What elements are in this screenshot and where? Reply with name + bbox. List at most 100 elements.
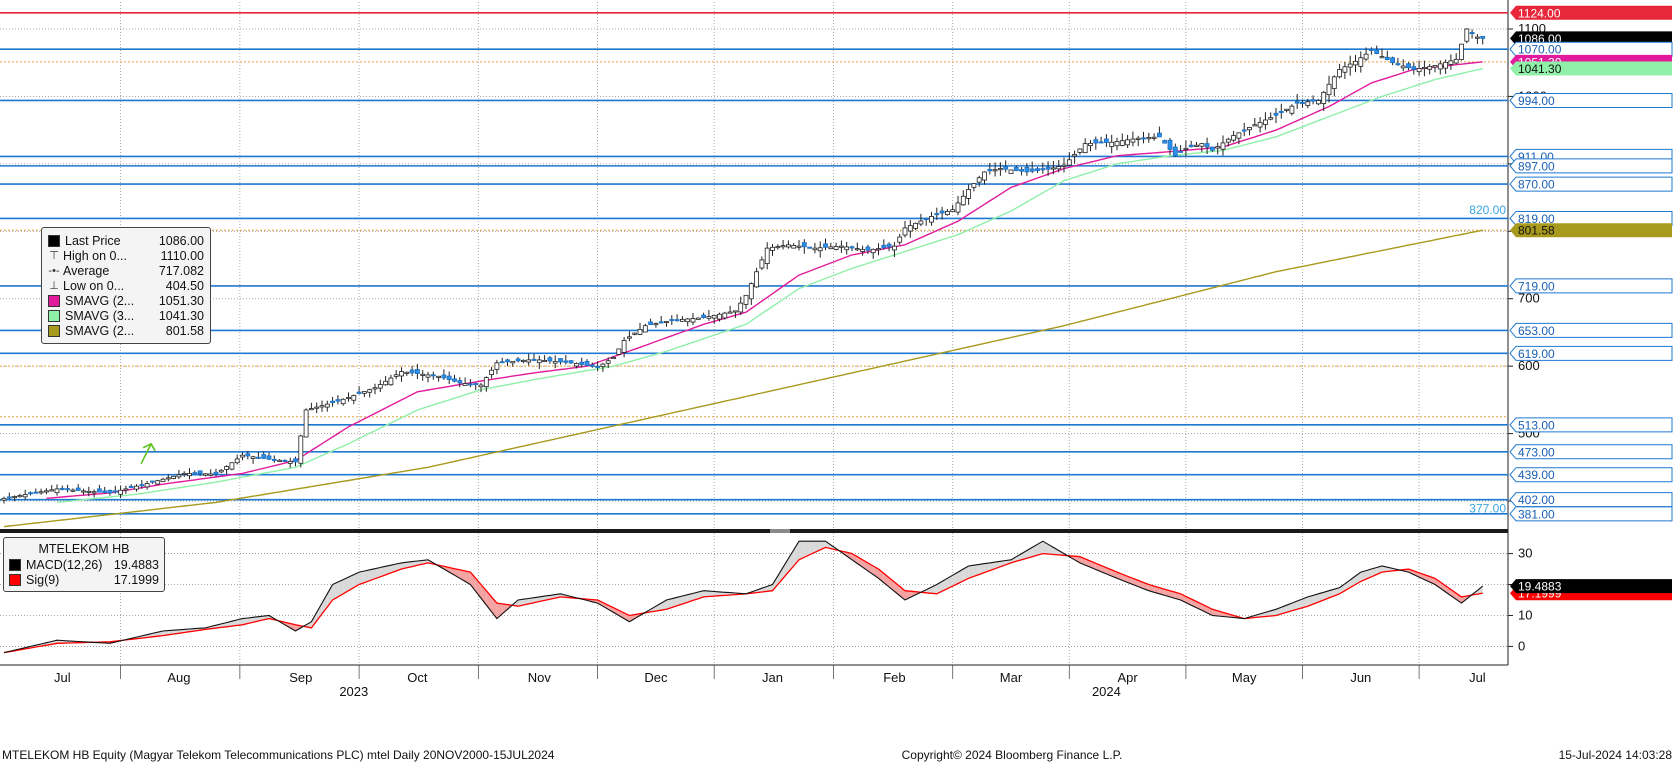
candle-body — [430, 374, 436, 377]
macd-histogram-area — [353, 572, 360, 588]
macd-histogram-area — [650, 606, 656, 612]
candle-body — [377, 384, 383, 389]
candle — [642, 323, 648, 333]
candle — [1247, 126, 1252, 136]
candle — [118, 485, 123, 499]
candle-body — [1135, 137, 1141, 140]
candle-body — [727, 311, 733, 314]
candle — [1331, 75, 1337, 97]
candle — [1411, 62, 1417, 75]
macd-histogram-area — [719, 591, 725, 596]
candle-body — [1342, 66, 1348, 73]
candle — [918, 213, 924, 227]
candle-body — [1310, 99, 1316, 102]
macd-legend: MTELEKOM HB MACD(12,26) 19.4883 Sig(9) 17.19… — [3, 537, 165, 592]
candle-body — [420, 373, 426, 376]
candle-body — [701, 314, 706, 318]
candle-body — [425, 374, 431, 378]
macd-histogram-area — [677, 596, 683, 606]
candle — [197, 470, 203, 477]
candle-body — [1236, 132, 1242, 139]
candle — [1305, 98, 1311, 109]
legend-value: 17.1999 — [113, 572, 159, 587]
candle — [722, 311, 728, 320]
candle — [1119, 133, 1125, 147]
macd-histogram-area — [369, 568, 375, 581]
candle-body — [711, 314, 717, 319]
macd-histogram-area — [380, 566, 386, 577]
candle — [1358, 51, 1364, 73]
candle-body — [897, 236, 903, 243]
candle — [574, 362, 579, 369]
candle — [1178, 145, 1183, 153]
candle-body — [38, 491, 44, 494]
candle-body — [12, 496, 18, 499]
candle — [505, 358, 510, 367]
candle — [102, 486, 108, 494]
candle — [1225, 137, 1231, 147]
macd-histogram-area — [1323, 590, 1329, 600]
candle-body — [1300, 102, 1305, 105]
price-tag-shape — [1509, 444, 1673, 460]
macd-histogram-area — [242, 617, 248, 625]
candle — [510, 360, 516, 367]
candle — [261, 451, 267, 460]
macd-histogram-area — [952, 572, 958, 587]
legend-label: Sig(9) — [26, 572, 60, 587]
candle — [1040, 162, 1046, 174]
macd-histogram-area — [655, 603, 662, 612]
candle — [218, 468, 224, 474]
candle-body — [81, 490, 86, 493]
candle — [245, 450, 251, 460]
price-tag: 870.00 — [1509, 176, 1673, 192]
candle-body — [642, 325, 648, 333]
candle — [1480, 35, 1486, 45]
candle-body — [144, 483, 150, 488]
legend-label: Low on 0... — [63, 278, 125, 293]
candle-body — [303, 409, 309, 438]
candle-body — [780, 245, 786, 248]
candle — [6, 492, 12, 500]
macd-histogram-area — [942, 578, 948, 592]
candle-body — [833, 246, 839, 250]
candle-body — [536, 359, 542, 364]
candle-body — [1225, 138, 1231, 143]
candle — [1459, 43, 1464, 61]
candle — [823, 238, 828, 251]
candle-body — [807, 246, 812, 249]
candle — [1104, 134, 1109, 147]
candle — [1347, 55, 1353, 76]
candle — [1321, 90, 1327, 111]
candle-body — [1252, 124, 1258, 127]
macd-histogram-area — [846, 552, 852, 560]
candle — [1162, 139, 1168, 144]
candle — [1257, 117, 1263, 133]
candle — [913, 222, 918, 231]
candle — [282, 459, 288, 463]
candle-body — [605, 360, 611, 364]
candle-body — [1395, 63, 1401, 66]
candle — [796, 240, 802, 251]
price-tag: 819.00 — [1509, 210, 1673, 226]
macd-histogram-area — [385, 565, 391, 575]
candle-body — [1130, 138, 1136, 143]
candle — [457, 377, 463, 388]
candle — [748, 282, 754, 305]
candle-body — [1114, 141, 1120, 147]
candle — [897, 233, 903, 245]
price-tag-shape — [1510, 579, 1672, 594]
candle-body — [155, 480, 161, 485]
price-panel[interactable]: 820.00 377.00 — [0, 11, 1508, 528]
candle-body — [1278, 110, 1284, 113]
candle — [383, 376, 389, 386]
price-tag-text: 819.00 — [1518, 212, 1555, 226]
month-label: Mar — [1000, 670, 1023, 685]
candle — [1316, 99, 1321, 106]
candle — [669, 315, 675, 325]
candle-body — [971, 183, 977, 188]
candle-body — [1013, 166, 1019, 171]
macd-panel[interactable] — [3, 540, 1484, 654]
candle — [711, 314, 717, 324]
candle-body — [1008, 169, 1014, 174]
candle — [1151, 133, 1157, 141]
